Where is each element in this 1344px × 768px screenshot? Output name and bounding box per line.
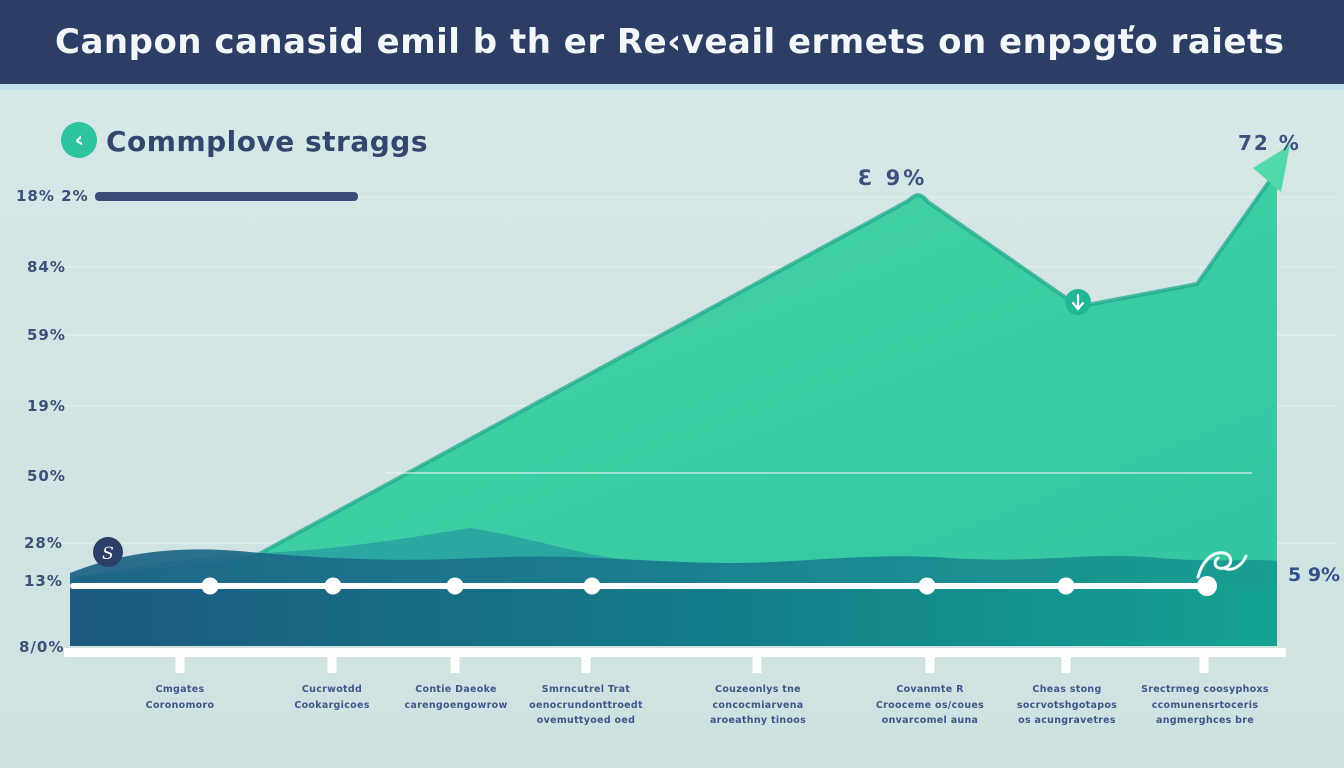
s-badge: S — [93, 537, 123, 567]
y-axis-label: 18% 2% — [16, 187, 89, 205]
x-axis-label: Smrncutrel Trat oenocrundonttroedt ovemu… — [529, 684, 643, 727]
y-axis-label: 59% — [27, 326, 66, 344]
legend-icon-glyph: ‹ — [72, 126, 86, 154]
legend-underline-bar — [95, 192, 358, 201]
axis-tick — [752, 656, 762, 673]
peak-value-annotation: Ɛ 9% — [857, 166, 928, 190]
x-axis-label: Covanmte R Crooceme os/coues onvarcomel … — [875, 684, 985, 727]
y-axis-label: 13% — [24, 572, 63, 590]
x-axis-label: Couzeonlys tne concocmiarvena aroeathny … — [709, 684, 807, 727]
baseline-dot — [201, 577, 219, 595]
top-right-value-annotation: 72 % — [1238, 131, 1301, 155]
baseline-dot — [446, 577, 464, 595]
baseline-dot — [1197, 576, 1217, 596]
axis-tick — [1199, 656, 1209, 673]
scribble-doodle-icon — [1196, 551, 1248, 579]
legend-title: Commplove straggs — [106, 125, 429, 158]
axis-tick — [327, 656, 337, 673]
axis-tick — [175, 656, 185, 673]
axis-tick — [581, 656, 591, 673]
y-axis-label: 84% — [27, 258, 66, 276]
bottom-band — [70, 585, 1277, 646]
x-axis-label: Cmgates Coronomoro — [145, 684, 215, 711]
y-axis-label: 8/0% — [19, 638, 65, 656]
x-axis-label: Contie Daeoke carengoengowrow — [404, 684, 508, 711]
axis-tick — [925, 656, 935, 673]
baseline-value-annotation: 5 9% — [1288, 564, 1341, 586]
y-axis-label: 19% — [27, 397, 66, 415]
x-axis-label: Cucrwotdd Cookargicoes — [294, 684, 370, 711]
page-title: Canpon canasid emil b th er Re‹veail erm… — [55, 22, 1285, 62]
baseline-line — [70, 583, 1210, 589]
valley-marker-icon — [1065, 289, 1091, 315]
growth-arrowhead-icon — [1253, 145, 1290, 192]
baseline-dot — [583, 577, 601, 595]
x-axis-label: Srectrmeg coosyphoxs ccomunensrtoceris a… — [1141, 684, 1269, 727]
axis-ticks — [175, 656, 1209, 673]
baseline-dot — [918, 577, 936, 595]
header-bar: Canpon canasid emil b th er Re‹veail erm… — [0, 0, 1344, 90]
axis-tick — [1061, 656, 1071, 673]
axis-tick — [450, 656, 460, 673]
x-axis-label: Cheas stong socrvotshgotapos os acungrav… — [1016, 684, 1118, 727]
baseline-dot — [1057, 577, 1075, 595]
baseline-dot — [324, 577, 342, 595]
y-axis-label: 28% — [24, 534, 63, 552]
axis-line — [64, 648, 1286, 657]
s-badge-glyph: S — [102, 544, 114, 564]
main-area-series — [70, 170, 1277, 646]
y-axis-label: 50% — [27, 467, 66, 485]
baseline-dots — [201, 576, 1217, 596]
